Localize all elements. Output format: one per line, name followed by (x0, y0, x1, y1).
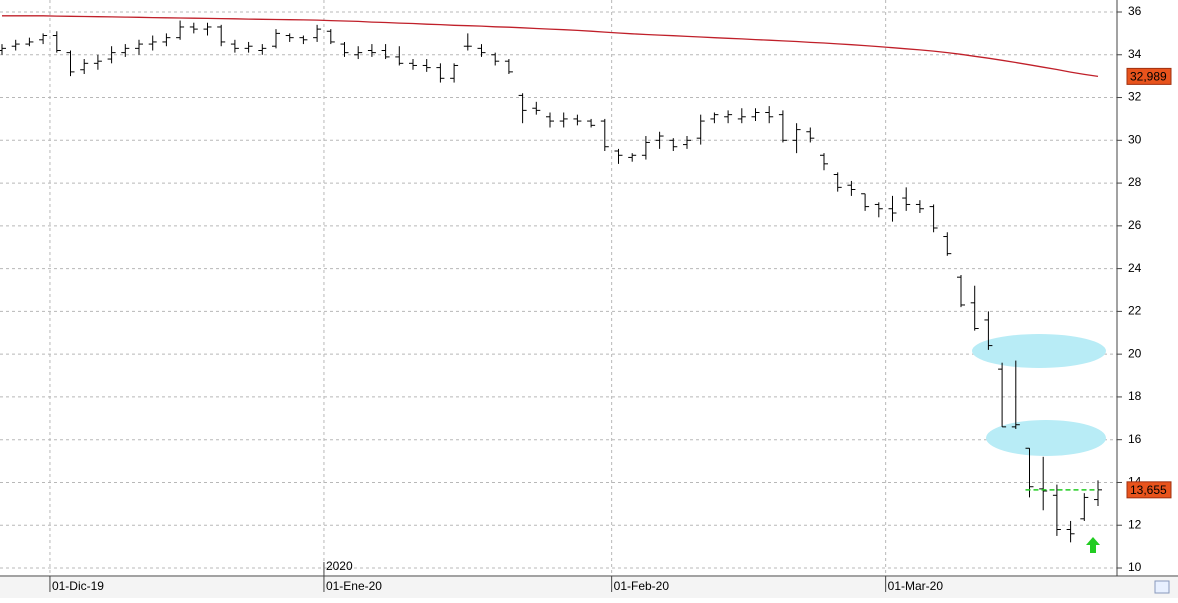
y-tick-label: 34 (1128, 47, 1142, 61)
y-tick-label: 28 (1128, 175, 1142, 189)
y-tick-label: 32 (1128, 90, 1142, 104)
highlight-ellipse (986, 420, 1106, 456)
x-tick-label: 01-Mar-20 (888, 579, 944, 593)
highlight-ellipse (972, 334, 1106, 368)
price-label: 13,655 (1130, 483, 1167, 497)
x-tick-label: 01-Feb-20 (614, 579, 670, 593)
y-tick-label: 18 (1128, 389, 1142, 403)
x-tick-label: 01-Dic-19 (52, 579, 104, 593)
y-tick-label: 22 (1128, 304, 1142, 318)
y-tick-label: 30 (1128, 132, 1142, 146)
x-axis-strip (0, 577, 1178, 598)
scroll-icon (1154, 580, 1170, 594)
year-label: 2020 (326, 559, 353, 573)
grid (0, 0, 1117, 576)
price-label-box (1126, 67, 1172, 85)
price-label: 32,989 (1130, 70, 1167, 84)
y-tick-label: 26 (1128, 218, 1142, 232)
y-tick-label: 12 (1128, 517, 1142, 531)
y-tick-label: 20 (1128, 346, 1142, 360)
plot (0, 15, 1102, 543)
y-tick-label: 10 (1128, 560, 1142, 574)
y-tick-label: 24 (1128, 261, 1142, 275)
y-tick-label: 16 (1128, 432, 1142, 446)
x-tick-label: 01-Ene-20 (326, 579, 382, 593)
price-label-box (1126, 481, 1172, 499)
moving-average-line (2, 15, 1099, 78)
up-arrow (1086, 537, 1100, 553)
y-tick-label: 36 (1128, 4, 1142, 18)
